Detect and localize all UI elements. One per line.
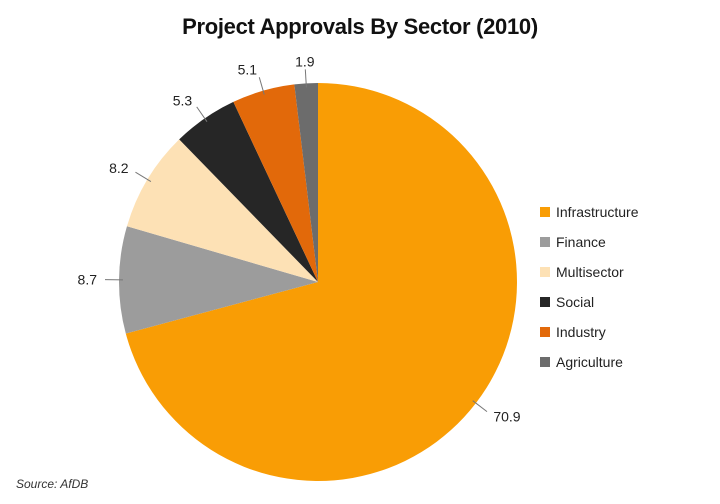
legend-item-agriculture: Agriculture [540, 347, 638, 377]
leader-line-social [196, 106, 208, 122]
pie-slice-finance [118, 226, 318, 334]
legend-swatch [540, 237, 550, 247]
legend-item-infrastructure: Infrastructure [540, 197, 638, 227]
legend-item-finance: Finance [540, 227, 638, 257]
source-note: Source: AfDB [16, 477, 89, 491]
legend-label: Finance [556, 234, 606, 250]
data-label-infrastructure: 70.9 [493, 409, 520, 425]
data-label-industry: 5.1 [238, 62, 258, 78]
legend-label: Multisector [556, 264, 624, 280]
data-label-social: 5.3 [173, 92, 193, 108]
leader-line-industry [258, 77, 265, 95]
legend-label: Agriculture [556, 354, 623, 370]
pie-slice-industry [233, 84, 318, 282]
data-label-finance: 8.7 [78, 272, 98, 288]
pie-slice-social [179, 101, 318, 283]
leader-line-multisector [135, 171, 152, 182]
data-label-multisector: 8.2 [109, 160, 129, 176]
legend-item-social: Social [540, 287, 638, 317]
legend-swatch [540, 267, 550, 277]
pie-slice-agriculture [294, 82, 318, 282]
legend-swatch [540, 297, 550, 307]
legend-swatch [540, 357, 550, 367]
pie-slice-multisector [126, 139, 318, 282]
legend-label: Social [556, 294, 595, 310]
leader-line-infrastructure [472, 400, 488, 413]
chart-title: Project Approvals By Sector (2010) [182, 14, 538, 39]
legend-swatch [540, 327, 550, 337]
legend-label: Industry [556, 324, 606, 340]
leader-line-agriculture [304, 69, 307, 88]
legend-swatch [540, 207, 550, 217]
pie-slice-infrastructure [125, 83, 517, 481]
legend-label: Infrastructure [556, 204, 639, 220]
legend-item-multisector: Multisector [540, 257, 638, 287]
legend-item-industry: Industry [540, 317, 638, 347]
data-label-agriculture: 1.9 [295, 53, 315, 69]
chart-legend: Infrastructure Finance Multisector Social In… [540, 197, 638, 377]
